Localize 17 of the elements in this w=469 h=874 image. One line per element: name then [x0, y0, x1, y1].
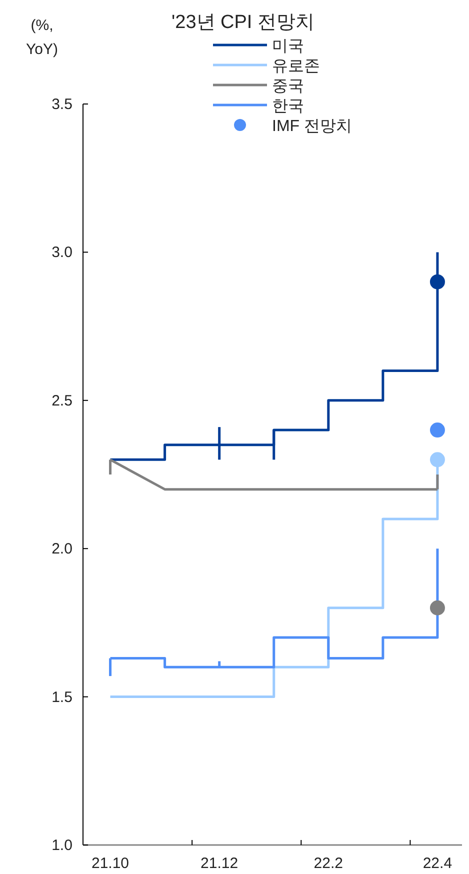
y-tick-label: 1.5 [52, 688, 72, 706]
x-tick-label: 22.4 [422, 855, 452, 872]
y-axis-title: (%, YoY) [26, 17, 58, 58]
x-tick-label: 22.2 [314, 855, 343, 872]
legend-label: 한국 [272, 98, 304, 115]
legend-label: 유로존 [272, 58, 320, 75]
y-tick-label: 2.5 [52, 392, 72, 410]
legend-label: 미국 [272, 38, 304, 55]
legend-label: 중국 [272, 78, 304, 95]
y-tick-label: 3.0 [52, 244, 72, 262]
y-tick-label: 3.5 [52, 96, 72, 113]
legend-label: IMF 전망치 [272, 118, 352, 135]
chart-title: '23년 CPI 전망치 [172, 12, 314, 33]
y-tick-label: 2.0 [52, 540, 72, 558]
x-tick-label: 21.10 [91, 855, 130, 872]
x-tick-label: 21.12 [200, 855, 238, 872]
y-tick-label: 1.0 [52, 837, 72, 854]
